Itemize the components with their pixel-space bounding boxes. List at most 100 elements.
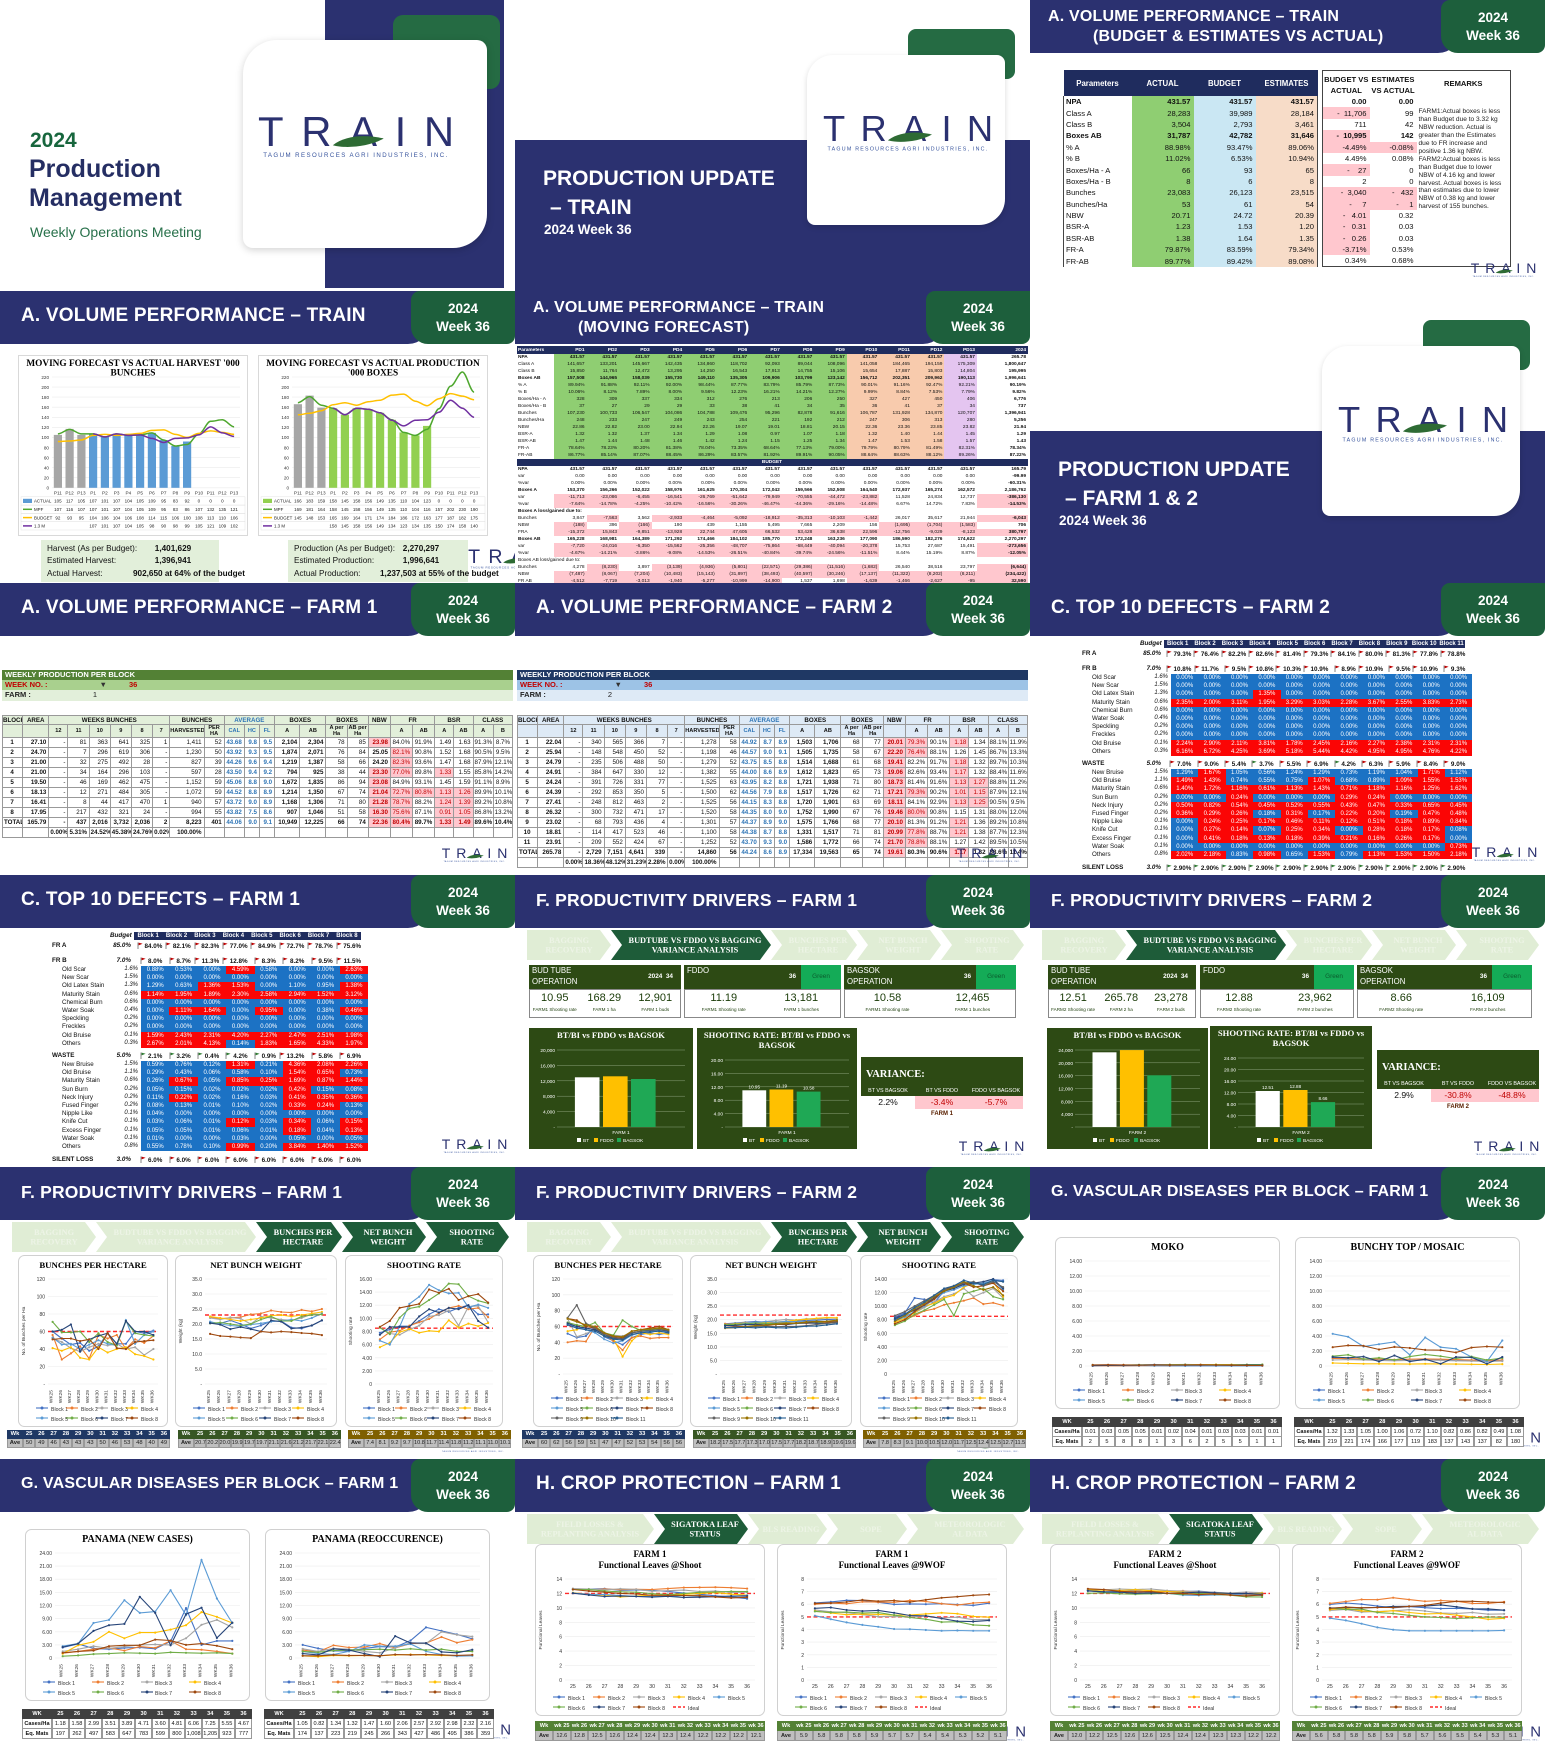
svg-text:26: 26: [586, 1684, 592, 1690]
svg-text:8: 8: [1074, 1620, 1077, 1626]
svg-text:Block 3: Block 3: [1163, 1696, 1180, 1702]
svg-text:4: 4: [1074, 1649, 1077, 1655]
svg-text:Block 6: Block 6: [810, 1706, 827, 1712]
svg-text:0: 0: [559, 1678, 562, 1684]
svg-text:SHOOTING RATE: SHOOTING RATE: [902, 1260, 976, 1270]
svg-text:14.00: 14.00: [1069, 1259, 1082, 1265]
svg-text:104: 104: [89, 515, 97, 520]
svg-text:BAGSOK: BAGSOK: [1303, 1138, 1324, 1144]
svg-text:20: 20: [39, 1365, 45, 1371]
svg-text:150: 150: [435, 524, 443, 529]
svg-text:0: 0: [1316, 1678, 1319, 1684]
svg-text:Ideal: Ideal: [688, 1706, 699, 1712]
svg-text:P3: P3: [354, 490, 360, 495]
svg-text:8: 8: [801, 1577, 804, 1583]
svg-text:Functional Leaves: Functional Leaves: [1053, 1610, 1059, 1650]
svg-text:35: 35: [1485, 1684, 1491, 1690]
svg-text:WK28: WK28: [1135, 1372, 1141, 1385]
svg-text:110: 110: [219, 515, 227, 520]
svg-text:WK30: WK30: [376, 1664, 382, 1677]
svg-text:Weight (kg): Weight (kg): [693, 1314, 699, 1339]
svg-text:5: 5: [801, 1615, 804, 1621]
svg-text:2.00: 2.00: [362, 1369, 372, 1375]
svg-text:31: 31: [1180, 1684, 1186, 1690]
svg-text:109: 109: [219, 524, 227, 529]
svg-text:140: 140: [470, 524, 478, 529]
svg-text:BAGSOK: BAGSOK: [1273, 1038, 1310, 1048]
svg-text:20.0: 20.0: [707, 1318, 717, 1324]
svg-text:Ideal: Ideal: [1203, 1706, 1214, 1712]
svg-text:I: I: [1004, 1138, 1008, 1154]
svg-text:TAGUM RESOURCES AGRI INDUSTRIE: TAGUM RESOURCES AGRI INDUSTRIES, INC.: [1475, 1153, 1537, 1156]
svg-text:166: 166: [294, 499, 302, 504]
svg-text:8.00: 8.00: [1312, 1304, 1322, 1310]
svg-text:20: 20: [554, 1356, 560, 1362]
svg-text:BUDGET: BUDGET: [34, 515, 53, 520]
svg-text:183: 183: [306, 499, 314, 504]
svg-text:175: 175: [470, 515, 478, 520]
svg-text:No. of Bunches per Ha: No. of Bunches per Ha: [536, 1302, 542, 1351]
svg-text:7: 7: [801, 1590, 804, 1596]
svg-text:95: 95: [79, 515, 85, 520]
svg-text:117: 117: [66, 499, 74, 504]
svg-text:165: 165: [329, 515, 337, 520]
svg-text:10.58: 10.58: [803, 1086, 815, 1091]
svg-text:172: 172: [412, 515, 420, 520]
svg-text:Block 3: Block 3: [957, 1397, 974, 1403]
svg-text:0: 0: [1079, 1364, 1082, 1370]
svg-text:40: 40: [554, 1340, 560, 1346]
svg-text:WK36: WK36: [468, 1664, 474, 1677]
svg-text:32: 32: [1196, 1684, 1202, 1690]
svg-text:BAGSOK: BAGSOK: [789, 1138, 810, 1144]
svg-text:Block 4: Block 4: [444, 1681, 461, 1687]
svg-text:P10: P10: [435, 490, 444, 495]
svg-text:Block 1: Block 1: [378, 1407, 395, 1413]
svg-text:92: 92: [185, 499, 191, 504]
svg-text:P13: P13: [77, 490, 86, 495]
svg-text:WK34: WK34: [131, 1390, 137, 1403]
svg-text:BUNCHY TOP / MOSAIC: BUNCHY TOP / MOSAIC: [1351, 1242, 1465, 1253]
svg-text:R: R: [456, 845, 466, 861]
svg-text:A: A: [1502, 844, 1512, 860]
svg-text:140: 140: [281, 415, 289, 420]
svg-text:WK35: WK35: [140, 1390, 146, 1403]
svg-text:202: 202: [447, 507, 455, 512]
svg-text:8.00: 8.00: [714, 1098, 724, 1104]
svg-text:WK29: WK29: [415, 1390, 421, 1403]
svg-text:110: 110: [400, 507, 408, 512]
svg-text:10.95: 10.95: [749, 1084, 761, 1089]
svg-text:Block 3: Block 3: [1425, 1389, 1442, 1395]
svg-text:Functional Leaves @9WOF: Functional Leaves @9WOF: [839, 1560, 946, 1570]
svg-text:26: 26: [1343, 1684, 1349, 1690]
svg-text:ACTUAL: ACTUAL: [274, 499, 292, 504]
svg-text:WK26: WK26: [1104, 1372, 1110, 1385]
svg-text:BUNCHES PER HECTARE: BUNCHES PER HECTARE: [554, 1260, 662, 1270]
svg-text:WK27: WK27: [582, 1380, 588, 1393]
svg-text:8,000: 8,000: [1061, 1099, 1073, 1105]
svg-text:174: 174: [376, 515, 384, 520]
svg-text:WK33: WK33: [637, 1380, 643, 1393]
svg-text:30: 30: [649, 1684, 655, 1690]
svg-text:99: 99: [185, 524, 191, 529]
svg-text:Block 8: Block 8: [141, 1417, 158, 1423]
svg-text:WK31: WK31: [435, 1390, 441, 1403]
svg-text:WK34: WK34: [1228, 1372, 1234, 1385]
svg-text:164: 164: [353, 515, 361, 520]
svg-text:T: T: [1338, 399, 1360, 440]
svg-text:N: N: [1014, 1138, 1024, 1154]
svg-text:4.00: 4.00: [877, 1345, 887, 1351]
svg-text:30: 30: [1406, 1684, 1412, 1690]
svg-text:2: 2: [801, 1653, 804, 1659]
svg-text:Block 8: Block 8: [656, 1407, 673, 1413]
svg-text:9.00: 9.00: [282, 1617, 292, 1623]
svg-text:15.00: 15.00: [279, 1590, 292, 1596]
svg-text:163: 163: [423, 515, 431, 520]
svg-text:N: N: [500, 1722, 511, 1739]
svg-text:8,000: 8,000: [543, 1094, 555, 1100]
svg-text:WK30: WK30: [772, 1380, 778, 1393]
svg-text:Block 4: Block 4: [307, 1407, 324, 1413]
